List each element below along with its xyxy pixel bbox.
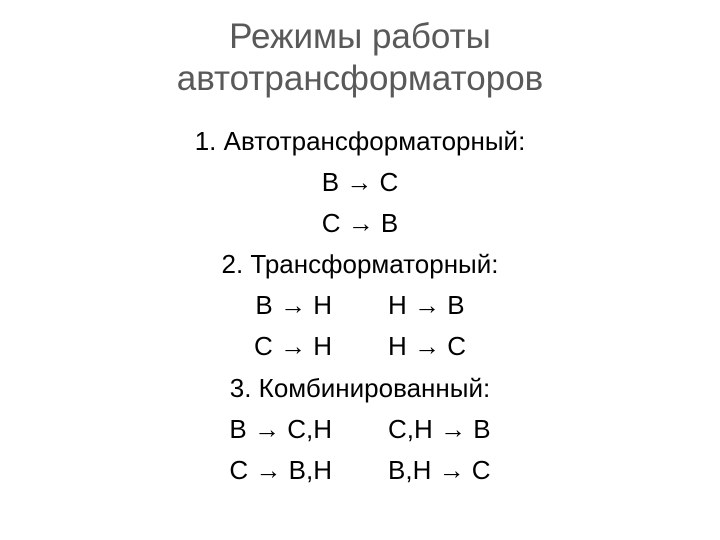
section-2-row-1-left: В → Н <box>255 288 332 323</box>
section-1-line-2: С → В <box>322 206 399 241</box>
title-line-2: автотрансформаторов <box>177 59 544 98</box>
section-2-row-2-right: Н → С <box>388 329 466 364</box>
section-3-heading: 3. Комбинированный: <box>230 371 490 406</box>
slide-content: 1. Автотрансформаторный: В → С С → В 2. … <box>195 124 526 488</box>
title-line-1: Режимы работы <box>229 17 491 56</box>
section-1-heading: 1. Автотрансформаторный: <box>195 124 526 159</box>
slide-title: Режимы работы автотрансформаторов <box>177 16 544 100</box>
section-2-row-2-left: С → Н <box>254 329 332 364</box>
section-3-row-1-left: В → С,Н <box>229 412 332 447</box>
section-3-row-2: С → В,Н В,Н → С <box>229 453 490 488</box>
section-2-row-2: С → Н Н → С <box>254 329 466 364</box>
section-3-row-2-right: В,Н → С <box>388 453 491 488</box>
section-3-row-2-left: С → В,Н <box>229 453 332 488</box>
section-3-row-1-right: С,Н → В <box>388 412 491 447</box>
section-2-heading: 2. Трансформаторный: <box>221 247 498 282</box>
section-1-line-1: В → С <box>322 165 399 200</box>
section-2-row-1: В → Н Н → В <box>255 288 464 323</box>
section-2-row-1-right: Н → В <box>388 288 465 323</box>
section-3-row-1: В → С,Н С,Н → В <box>229 412 490 447</box>
